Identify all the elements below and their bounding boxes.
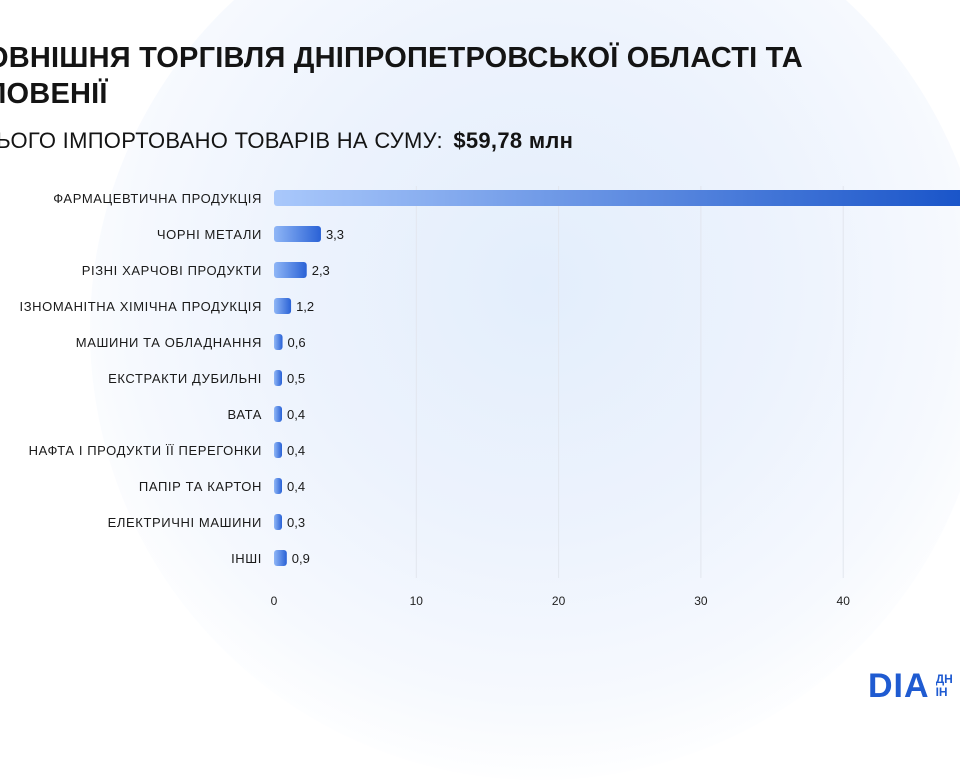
category-label: ФАРМАЦЕВТИЧНА ПРОДУКЦІЯ bbox=[53, 191, 262, 206]
category-label: ЕЛЕКТРИЧНІ МАШИНИ bbox=[108, 515, 262, 530]
bar bbox=[274, 406, 282, 422]
x-tick-label: 40 bbox=[837, 594, 851, 608]
category-label: ІНШІ bbox=[231, 551, 262, 566]
subtitle-text: СЬОГО ІМПОРТОВАНО ТОВАРІВ НА СУМУ: bbox=[0, 128, 443, 153]
value-label: 0,9 bbox=[292, 551, 310, 566]
logo-text: ДН ІН bbox=[936, 673, 956, 699]
value-label: 0,3 bbox=[287, 515, 305, 530]
value-label: 0,4 bbox=[287, 407, 305, 422]
import-total-subtitle: СЬОГО ІМПОРТОВАНО ТОВАРІВ НА СУМУ: $59,7… bbox=[0, 127, 573, 155]
bar bbox=[274, 442, 282, 458]
category-label: ІЗНОМАНІТНА ХІМІЧНА ПРОДУКЦІЯ bbox=[20, 299, 263, 314]
bar bbox=[274, 298, 292, 314]
logo-mark: DIA bbox=[868, 667, 930, 705]
page-title-line-1: ОВНІШНЯ ТОРГІВЛЯ ДНІПРОПЕТРОВСЬКОЇ ОБЛАС… bbox=[0, 42, 803, 74]
x-axis-ticks: 0 10 20 30 40 bbox=[271, 594, 851, 608]
value-label: 0,5 bbox=[287, 371, 305, 386]
bar bbox=[274, 370, 282, 386]
x-tick-label: 30 bbox=[694, 594, 708, 608]
category-label: ВАТА bbox=[228, 407, 262, 422]
page-title: ОВНІШНЯ ТОРГІВЛЯ ДНІПРОПЕТРОВСЬКОЇ ОБЛАС… bbox=[0, 40, 946, 112]
bars bbox=[274, 190, 960, 566]
category-label: ЧОРНІ МЕТАЛИ bbox=[157, 227, 262, 242]
bar bbox=[274, 514, 282, 530]
bar bbox=[274, 226, 321, 242]
dia-logo: DIA ДН ІН bbox=[868, 666, 956, 706]
category-labels: ФАРМАЦЕВТИЧНА ПРОДУКЦІЯ ЧОРНІ МЕТАЛИ 3,3 РІ… bbox=[20, 191, 345, 566]
bar bbox=[274, 550, 287, 566]
category-label: МАШИНИ ТА ОБЛАДНАННЯ bbox=[76, 335, 262, 350]
x-tick-label: 0 bbox=[271, 594, 278, 608]
category-label: ПАПІР ТА КАРТОН bbox=[139, 479, 262, 494]
logo-text-line-1: ДН bbox=[935, 673, 953, 686]
x-tick-label: 20 bbox=[552, 594, 566, 608]
value-label: 1,2 bbox=[296, 299, 314, 314]
subtitle-amount: $59,78 млн bbox=[453, 128, 574, 153]
value-label: 3,3 bbox=[326, 227, 344, 242]
value-label: 2,3 bbox=[312, 263, 330, 278]
value-label: 0,4 bbox=[287, 443, 305, 458]
page-title-line-2: ЛОВЕНІЇ bbox=[0, 78, 108, 110]
bar bbox=[274, 478, 282, 494]
bar bbox=[274, 262, 307, 278]
category-label: ЕКСТРАКТИ ДУБИЛЬНІ bbox=[108, 371, 262, 386]
value-label: 0,6 bbox=[288, 335, 306, 350]
grid-lines bbox=[415, 186, 844, 578]
value-label: 0,4 bbox=[287, 479, 305, 494]
import-bar-chart: ФАРМАЦЕВТИЧНА ПРОДУКЦІЯ ЧОРНІ МЕТАЛИ 3,3 РІ… bbox=[20, 186, 960, 608]
bar bbox=[274, 334, 283, 350]
category-label: НАФТА І ПРОДУКТИ ЇЇ ПЕРЕГОНКИ bbox=[29, 443, 262, 458]
category-label: РІЗНІ ХАРЧОВІ ПРОДУКТИ bbox=[82, 263, 262, 278]
logo-text-line-2: ІН bbox=[935, 685, 948, 699]
x-tick-label: 10 bbox=[410, 594, 424, 608]
bar bbox=[274, 190, 960, 206]
